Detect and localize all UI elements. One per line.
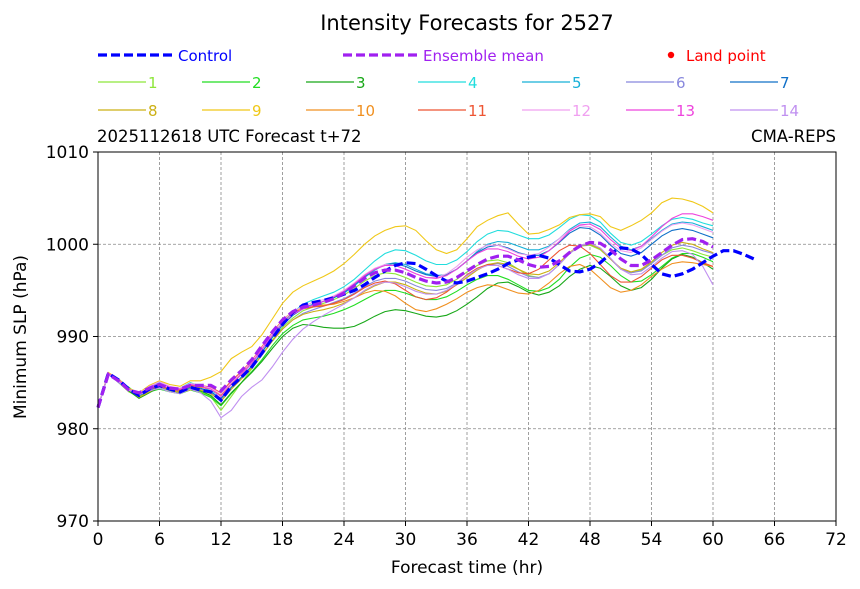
legend-member-10-label: 10 [356, 102, 375, 120]
legend-member-6-label: 6 [676, 74, 686, 92]
x-tick-label: 12 [210, 530, 232, 550]
legend-ensemble-mean-label: Ensemble mean [423, 47, 544, 65]
x-tick-label: 66 [764, 530, 786, 550]
x-tick-label: 24 [333, 530, 355, 550]
y-tick-label: 1010 [46, 143, 89, 163]
x-tick-label: 48 [579, 530, 601, 550]
x-tick-label: 42 [518, 530, 540, 550]
legend-member-9-label: 9 [252, 102, 262, 120]
x-tick-label: 18 [272, 530, 294, 550]
x-tick-label: 30 [395, 530, 417, 550]
member-line-9 [97, 197, 714, 408]
forecast-time-label: 2025112618 UTC Forecast t+72 [97, 127, 362, 146]
y-tick-label: 1000 [46, 235, 89, 255]
x-tick-label: 72 [825, 530, 847, 550]
member-line-8 [97, 241, 714, 408]
legend-control-label: Control [178, 47, 232, 65]
axes: 0 6 12 18 24 30 36 42 48 54 60 66 72 970 980 990 1000 101… [46, 143, 847, 550]
model-label: CMA-REPS [751, 127, 836, 146]
legend-member-3-label: 3 [356, 74, 366, 92]
x-axis-label: Forecast time (hr) [391, 558, 543, 578]
x-tick-label: 0 [93, 530, 104, 550]
x-tick-label: 36 [456, 530, 478, 550]
control-line [96, 246, 755, 408]
legend-member-4-label: 4 [468, 74, 478, 92]
member-line-14 [97, 242, 714, 419]
x-tick-label: 6 [154, 530, 165, 550]
legend-member-7-label: 7 [780, 74, 790, 92]
chart-title: Intensity Forecasts for 2527 [320, 11, 614, 35]
y-axis-label: Minimum SLP (hPa) [11, 255, 31, 419]
legend-land-point-marker [667, 51, 675, 59]
legend-member-11-label: 11 [468, 102, 487, 120]
y-tick-label: 990 [57, 328, 89, 348]
grid [98, 152, 836, 521]
legend-member-14-label: 14 [780, 102, 799, 120]
legend-member-1-label: 1 [148, 74, 158, 92]
member-line-10 [97, 261, 714, 408]
legend-member-12-label: 12 [572, 102, 591, 120]
member-line-3 [97, 253, 714, 408]
legend-member-13-label: 13 [676, 102, 695, 120]
member-line-7 [97, 227, 714, 408]
x-tick-label: 60 [702, 530, 724, 550]
legend-land-point-label: Land point [686, 47, 766, 65]
y-tick-label: 980 [57, 420, 89, 440]
legend-member-2-label: 2 [252, 74, 262, 92]
series-group [96, 197, 755, 419]
legend-member-5-label: 5 [572, 74, 582, 92]
legend-member-8-label: 8 [148, 102, 158, 120]
x-tick-label: 54 [641, 530, 663, 550]
ensemble-mean-line [96, 237, 714, 408]
y-tick-label: 970 [57, 512, 89, 532]
